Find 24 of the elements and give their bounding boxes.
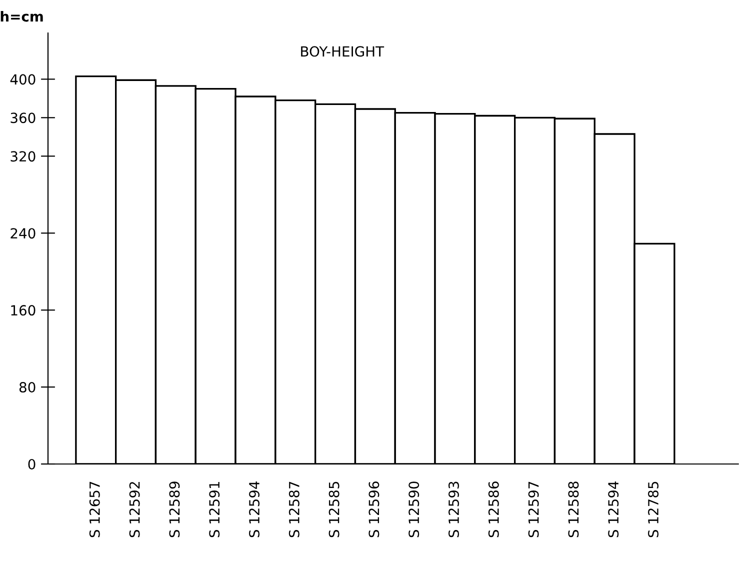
y-tick-label: 320 [10,151,36,162]
x-tick-label: S 12593 [448,482,460,538]
x-tick-label: S 12591 [209,482,220,538]
x-tick-label: S 12594 [608,481,619,538]
y-tick-label: 400 [10,74,36,85]
x-tick-label: S 12586 [488,482,499,538]
y-tick-label: 360 [10,112,36,124]
x-tick-label: S 12590 [408,482,420,538]
x-tick-label: S 12589 [169,482,180,538]
x-tick-label: S 12597 [528,482,539,538]
x-tick-label: S 12587 [288,482,300,538]
y-axis-title: h=cm [0,10,43,22]
y-tick-label: 0 [28,458,36,470]
x-tick-label: S 12592 [129,482,140,538]
x-tick-label: S 12596 [368,482,380,538]
text: BOY-HEIGHT [301,46,384,57]
y-tick-label: 240 [10,228,36,239]
y-tick-label: 80 [19,382,36,393]
x-tick-label: S 12594 [249,481,260,538]
x-tick-label: S 12588 [568,482,579,538]
x-tick-label: S 12585 [328,482,340,538]
y-tick-label: 160 [11,305,36,316]
x-tick-label: S 12785 [648,482,658,538]
x-tick-label: S 12657 [89,482,100,538]
